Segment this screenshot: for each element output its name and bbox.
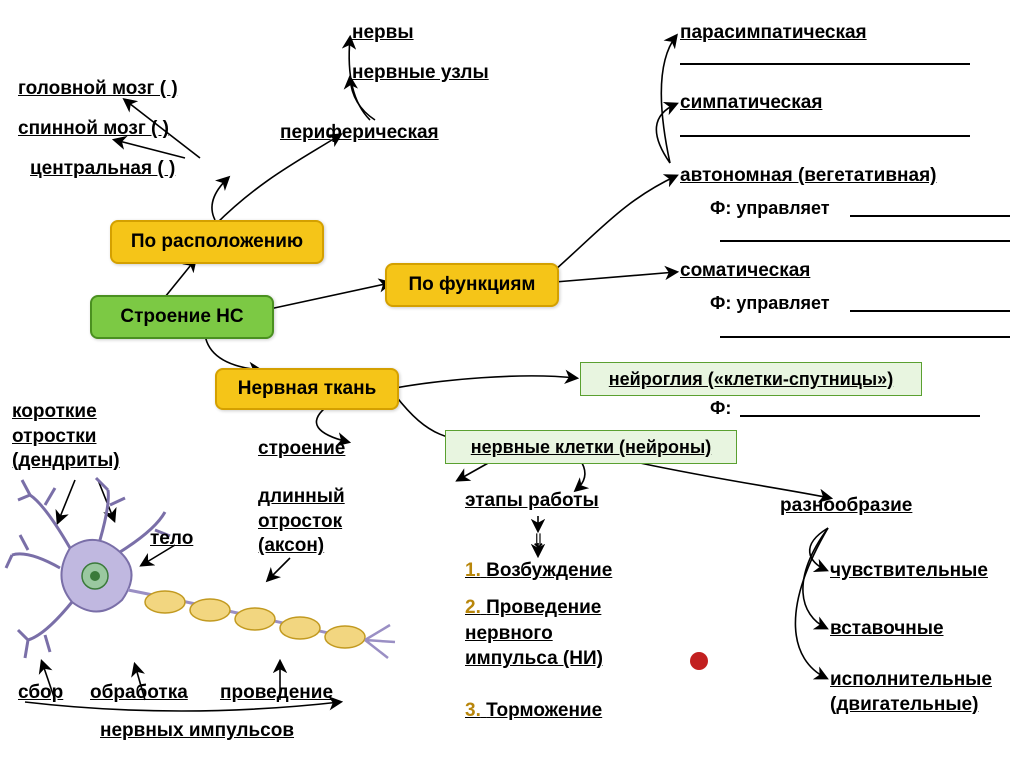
label-body: тело <box>150 528 193 550</box>
blank-line <box>720 240 1010 242</box>
label-long-proc-1: длинный <box>258 486 345 507</box>
label-nerve-impulses: нервных импульсов <box>100 720 294 742</box>
label-motor: исполнительные (двигательные) <box>830 668 992 717</box>
box-by-function: По функциям <box>385 263 559 307</box>
label-short-proc-2: отростки <box>12 426 96 447</box>
blank-line <box>720 336 1010 338</box>
label-autonomous: автономная (вегетативная) <box>680 165 937 187</box>
blank-line <box>850 310 1010 312</box>
box-by-location-text: По расположению <box>131 231 303 252</box>
label-spinal: спинной мозг ( ) <box>18 118 169 140</box>
stage-2a: Проведение <box>486 597 601 618</box>
stage-1: 1. Возбуждение <box>465 560 612 582</box>
label-sympathetic: симпатическая <box>680 92 822 114</box>
double-arrow-icon: ⇓ <box>530 531 547 553</box>
stage-2c: импульса (НИ) <box>465 648 603 669</box>
red-dot-icon <box>690 652 708 670</box>
label-controls2: Ф: управляет <box>710 293 830 314</box>
label-nerves: нервы <box>352 22 414 44</box>
label-long-proc-2: отросток <box>258 511 342 532</box>
box-neuroglia-text: нейроглия («клетки-спутницы») <box>609 369 893 389</box>
label-process: обработка <box>90 682 188 704</box>
blank-line <box>680 63 970 65</box>
label-long-process: длинный отросток (аксон) <box>258 485 345 559</box>
label-controls1: Ф: управляет <box>710 198 830 219</box>
label-somatic: соматическая <box>680 260 810 282</box>
label-structure: строение <box>258 438 345 460</box>
box-by-function-text: По функциям <box>409 274 536 295</box>
label-sensory: чувствительные <box>830 560 988 582</box>
stage-1-num: 1. <box>465 560 481 581</box>
label-short-proc-1: короткие <box>12 401 97 422</box>
stage-2-num: 2. <box>465 597 481 618</box>
label-central: центральная ( ) <box>30 158 175 180</box>
label-neuroglia-f: Ф: <box>710 398 731 419</box>
label-short-proc-3: (дендриты) <box>12 450 120 471</box>
label-conduct: проведение <box>220 682 333 704</box>
label-motor-2: (двигательные) <box>830 694 978 715</box>
label-motor-1: исполнительные <box>830 669 992 690</box>
stage-1-text: Возбуждение <box>486 560 612 581</box>
blank-line <box>740 415 980 417</box>
label-inter: вставочные <box>830 618 944 640</box>
stage-3-text: Торможение <box>486 700 602 721</box>
blank-line <box>850 215 1010 217</box>
box-neuroglia: нейроглия («клетки-спутницы») <box>580 362 922 396</box>
label-peripheral: периферическая <box>280 122 439 144</box>
box-nerve-tissue: Нервная ткань <box>215 368 399 410</box>
label-collect: сбор <box>18 682 63 704</box>
stage-2: 2. Проведение нервного импульса (НИ) <box>465 595 603 672</box>
box-by-location: По расположению <box>110 220 324 264</box>
box-structure-ns-text: Строение НС <box>120 306 243 327</box>
label-short-processes: короткие отростки (дендриты) <box>12 400 120 474</box>
label-brain: головной мозг ( ) <box>18 78 178 100</box>
label-diversity: разнообразие <box>780 495 912 517</box>
stage-3-num: 3. <box>465 700 481 721</box>
label-stages: этапы работы <box>465 490 599 512</box>
blank-line <box>680 135 970 137</box>
stage-2b: нервного <box>465 623 553 644</box>
label-long-proc-3: (аксон) <box>258 535 324 556</box>
box-nerve-tissue-text: Нервная ткань <box>238 378 377 399</box>
label-nerve-nodes: нервные узлы <box>352 62 489 84</box>
box-neurons: нервные клетки (нейроны) <box>445 430 737 464</box>
box-neurons-text: нервные клетки (нейроны) <box>471 437 711 457</box>
label-parasympathetic: парасимпатическая <box>680 22 867 44</box>
stage-3: 3. Торможение <box>465 700 602 722</box>
box-structure-ns: Строение НС <box>90 295 274 339</box>
diagram-stage: ⇓ головной мозг ( ) спинной мозг ( ) цен… <box>0 0 1024 764</box>
